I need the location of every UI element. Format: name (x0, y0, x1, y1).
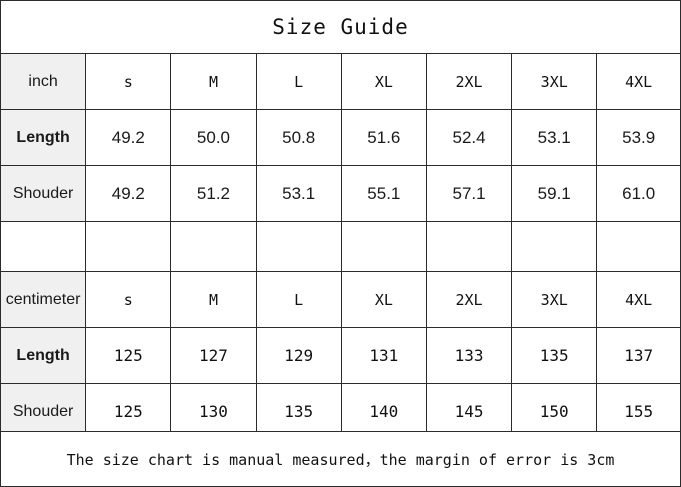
size-header-3xl: 3XL (512, 54, 598, 109)
header-row-centimeter: centimeter s M L XL 2XL 3XL 4XL (1, 272, 680, 328)
cell-length-cm-s: 125 (86, 328, 172, 383)
unit-label-centimeter: centimeter (1, 272, 87, 327)
cell-shouder-cm-3xl: 150 (512, 384, 598, 439)
footer-note-row: The size chart is manual measured，the ma… (1, 431, 680, 486)
spacer-cell (86, 222, 172, 271)
spacer-cell (426, 222, 513, 271)
table-row: Length 125 127 129 131 133 135 137 (1, 328, 680, 384)
table-row: Length 49.2 50.0 50.8 51.6 52.4 53.1 53.… (1, 110, 680, 166)
cell-shouder-inch-4xl: 61.0 (597, 166, 680, 221)
cell-length-cm-xl: 131 (341, 328, 427, 383)
spacer-cell (256, 222, 342, 271)
cell-shouder-cm-s: 125 (86, 384, 172, 439)
row-label-shouder-inch: Shouder (1, 166, 87, 221)
cell-length-cm-l: 129 (256, 328, 342, 383)
cell-shouder-cm-4xl: 155 (597, 384, 680, 439)
cell-shouder-inch-l: 53.1 (256, 166, 342, 221)
size-header-cm-2xl: 2XL (426, 272, 513, 327)
size-header-cm-m: M (171, 272, 257, 327)
cell-shouder-cm-2xl: 145 (426, 384, 513, 439)
unit-label-inch: inch (1, 54, 87, 109)
cell-shouder-cm-xl: 140 (341, 384, 427, 439)
spacer-cell (171, 222, 257, 271)
cell-shouder-inch-s: 49.2 (86, 166, 172, 221)
size-header-m: M (171, 54, 257, 109)
cell-length-inch-m: 50.0 (171, 110, 257, 165)
cell-length-cm-m: 127 (171, 328, 257, 383)
size-header-cm-s: s (86, 272, 172, 327)
footer-note: The size chart is manual measured，the ma… (66, 450, 615, 469)
table-row: Shouder 49.2 51.2 53.1 55.1 57.1 59.1 61… (1, 166, 680, 222)
cell-shouder-cm-l: 135 (256, 384, 342, 439)
spacer-row (1, 222, 680, 272)
cell-length-inch-xl: 51.6 (341, 110, 427, 165)
size-header-s: s (86, 54, 172, 109)
cell-shouder-cm-m: 130 (171, 384, 257, 439)
header-row-inch: inch s M L XL 2XL 3XL 4XL (1, 54, 680, 110)
spacer-cell (512, 222, 598, 271)
table-title-row: Size Guide (1, 1, 680, 54)
size-header-2xl: 2XL (426, 54, 513, 109)
cell-length-cm-2xl: 133 (426, 328, 513, 383)
cell-length-cm-3xl: 135 (512, 328, 598, 383)
spacer-cell (1, 222, 87, 271)
row-label-length-inch: Length (1, 110, 87, 165)
spacer-cell (341, 222, 427, 271)
cell-length-cm-4xl: 137 (597, 328, 680, 383)
table-row: Shouder 125 130 135 140 145 150 155 (1, 384, 680, 440)
cell-length-inch-s: 49.2 (86, 110, 172, 165)
cell-shouder-inch-2xl: 57.1 (426, 166, 513, 221)
size-header-cm-3xl: 3XL (512, 272, 598, 327)
row-label-shouder-cm: Shouder (1, 384, 87, 439)
spacer-cell (597, 222, 680, 271)
cell-length-inch-2xl: 52.4 (426, 110, 513, 165)
cell-shouder-inch-3xl: 59.1 (512, 166, 598, 221)
cell-length-inch-l: 50.8 (256, 110, 342, 165)
cell-length-inch-3xl: 53.1 (512, 110, 598, 165)
cell-length-inch-4xl: 53.9 (597, 110, 680, 165)
size-header-cm-4xl: 4XL (597, 272, 680, 327)
size-header-xl: XL (341, 54, 427, 109)
size-header-cm-l: L (256, 272, 342, 327)
size-grid: inch s M L XL 2XL 3XL 4XL Length 49.2 50… (1, 54, 680, 440)
size-header-4xl: 4XL (597, 54, 680, 109)
cell-shouder-inch-m: 51.2 (171, 166, 257, 221)
size-header-l: L (256, 54, 342, 109)
row-label-length-cm: Length (1, 328, 87, 383)
cell-shouder-inch-xl: 55.1 (341, 166, 427, 221)
size-header-cm-xl: XL (341, 272, 427, 327)
page-title: Size Guide (272, 15, 409, 39)
